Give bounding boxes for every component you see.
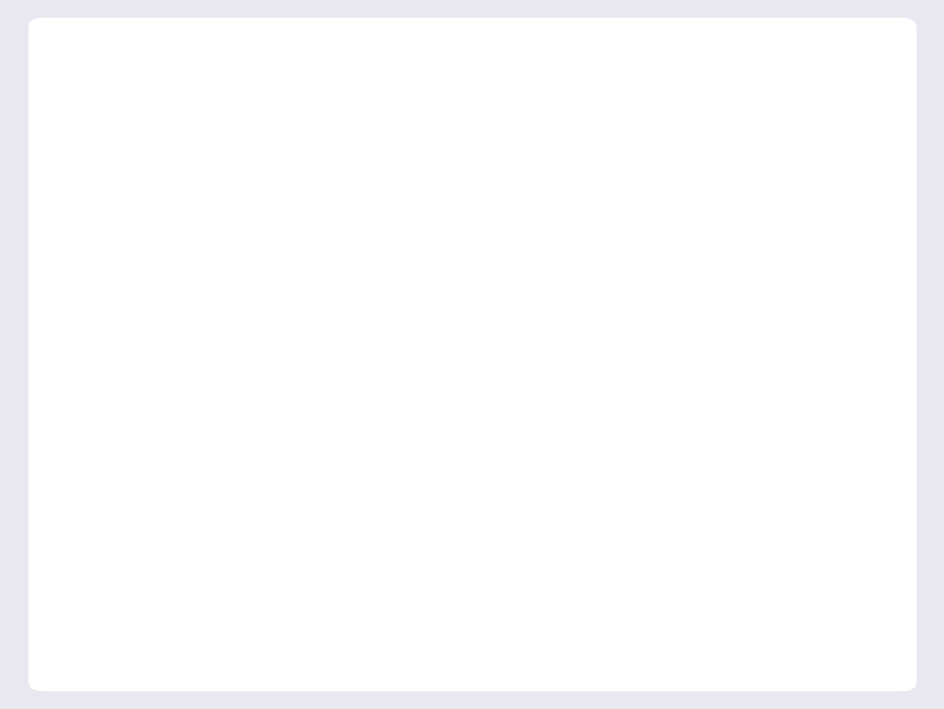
- Text: expression (xy)^x = e? Hint: this involves: expression (xy)^x = e? Hint: this involv…: [109, 158, 721, 186]
- Text: implicit differentiation also: implicit differentiation also: [109, 220, 508, 248]
- Text: x/y: x/y: [165, 411, 210, 440]
- Text: 0: 0: [165, 316, 183, 344]
- Text: What is the first derivative of the: What is the first derivative of the: [109, 96, 591, 123]
- Text: -y (1+ lnxy )/x: -y (1+ lnxy )/x: [165, 507, 374, 535]
- Text: *: *: [562, 220, 577, 248]
- Text: -y (1- ln xy)/ (x^2): -y (1- ln xy)/ (x^2): [165, 603, 434, 631]
